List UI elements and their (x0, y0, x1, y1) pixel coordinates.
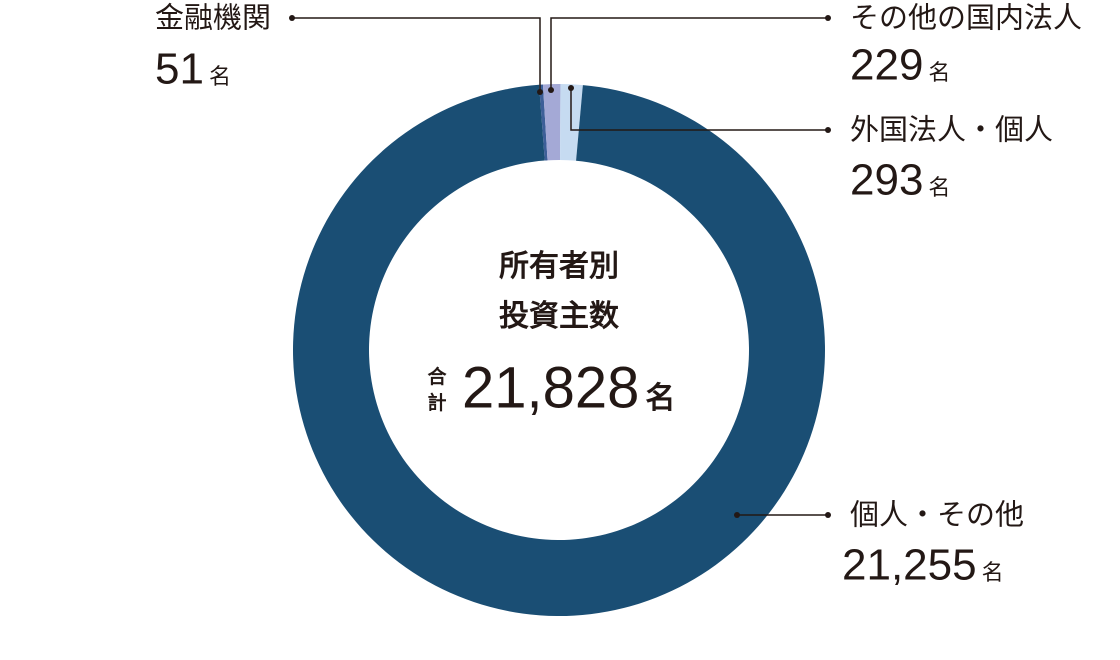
slices (292, 84, 825, 616)
leader-dot (568, 85, 574, 91)
slice (539, 84, 548, 161)
leader-dot (825, 127, 831, 133)
total-value: 21,828 (462, 355, 639, 420)
center-title: 所有者別 (499, 250, 619, 283)
category-label: 金融機関 (155, 2, 271, 35)
leader-dot (734, 512, 740, 518)
unit-label: 名 (982, 560, 1004, 585)
slice (292, 84, 825, 616)
leader-dot (825, 15, 831, 21)
value-label: 229 (850, 41, 923, 90)
center-title: 投資主数 (499, 300, 620, 333)
total-unit: 名 (645, 382, 675, 415)
category-label: 外国法人・個人 (850, 114, 1053, 147)
value-label: 51 (155, 45, 204, 94)
total-label: 合計 (427, 365, 447, 414)
unit-label: 名 (928, 60, 950, 85)
leader-dot (537, 89, 543, 95)
unit-label: 名 (928, 175, 950, 200)
category-label: 個人・その他 (850, 499, 1024, 532)
leader-line (570, 88, 828, 131)
leader-line (292, 17, 541, 92)
leader-dot (825, 512, 831, 518)
slice (542, 84, 561, 161)
leader-dot (289, 15, 295, 21)
category-label: その他の国内法人 (850, 2, 1082, 35)
value-label: 293 (850, 156, 923, 205)
unit-label: 名 (209, 64, 231, 89)
value-label: 21,255 (842, 541, 977, 590)
leader-line (550, 17, 828, 90)
leader-dot (548, 87, 554, 93)
